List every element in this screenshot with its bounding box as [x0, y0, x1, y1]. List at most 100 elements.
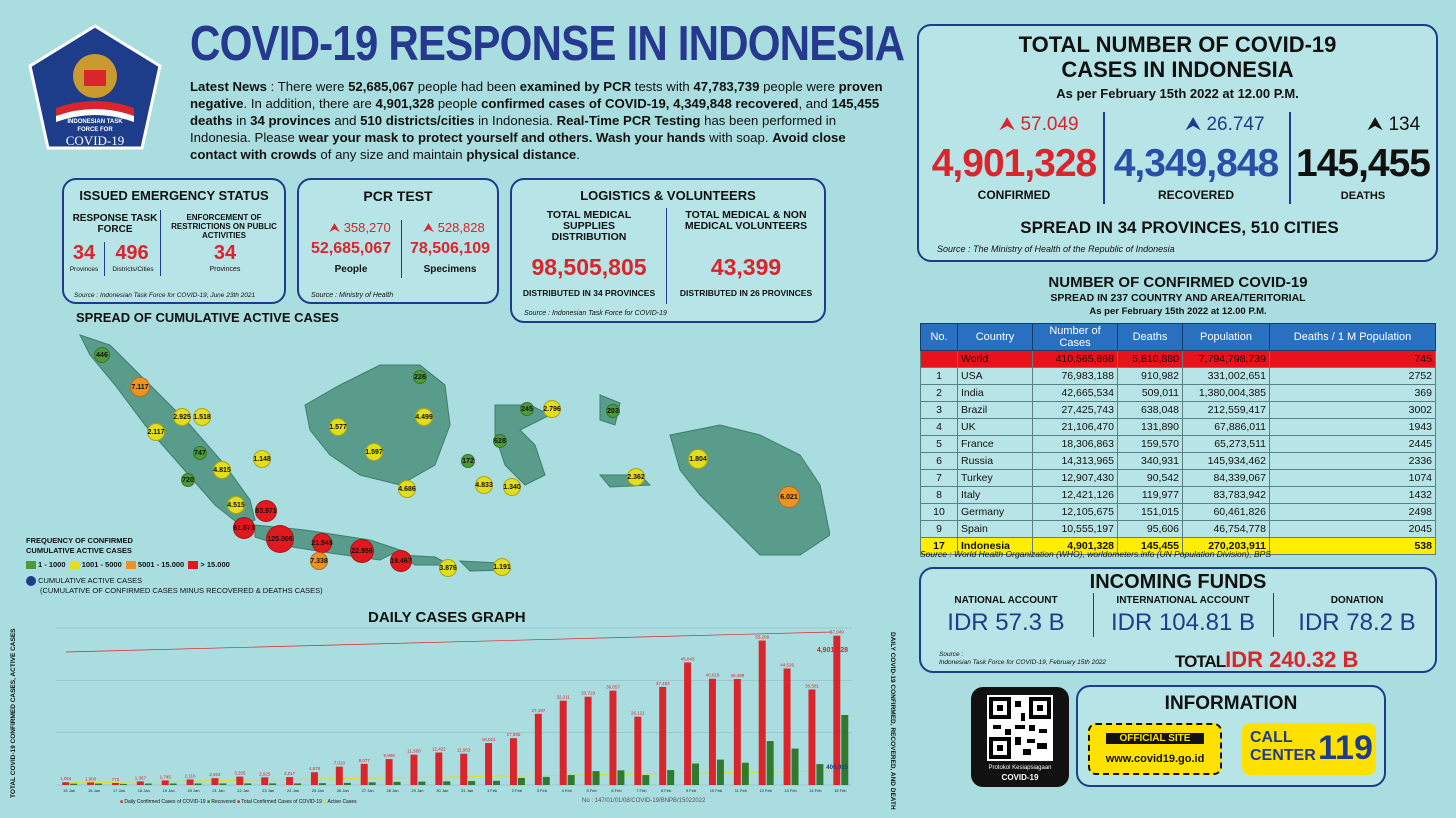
pcr-specimens-label: Specimens	[423, 264, 477, 275]
bar-data-label: 36,501	[805, 683, 819, 688]
table-cell: 6	[920, 452, 958, 470]
province-dot: 2.796	[543, 400, 561, 418]
bar-data-label: 37,492	[656, 681, 670, 686]
logistics-card: LOGISTICS & VOLUNTEERS TOTAL MEDICAL SUP…	[510, 178, 826, 323]
legend-dot-note: (CUMULATIVE OF CONFIRMED CASES MINUS REC…	[40, 586, 323, 596]
divider	[1103, 112, 1105, 204]
x-tick-label: 14 Feb	[809, 788, 822, 793]
logistics-title: LOGISTICS & VOLUNTEERS	[580, 188, 756, 203]
province-dot: 4.499	[415, 408, 433, 426]
x-tick-label: 16 Jan	[88, 788, 100, 793]
confirmed-bar	[62, 782, 70, 785]
province-dot: 61.673	[233, 517, 255, 539]
logo-line2: FORCE FOR	[77, 127, 113, 133]
table-cell: 331,002,651	[1182, 367, 1270, 385]
daily-cases-svg: 1,054 15 Jan 1,000 16 Jan 772 17 Jan 1,367 18 J…	[56, 627, 852, 793]
bar-data-label: 7,010	[334, 761, 346, 766]
table-cell: 7,794,798,739	[1182, 350, 1270, 368]
official-site-url[interactable]: www.covid19.go.id	[1105, 753, 1205, 765]
table-row: 9 Spain 10,555,197 95,606 46,754,778 2045	[920, 520, 1436, 538]
province-dot: 3.876	[439, 559, 457, 577]
bar-data-label: 26,121	[631, 711, 645, 716]
pcr-people-value: 52,685,067	[310, 240, 392, 257]
recovered-bar	[766, 741, 774, 785]
table-cell	[920, 350, 958, 368]
deaths-label: DEATHS	[1340, 190, 1386, 202]
legend-swatch	[125, 561, 136, 570]
table-row: 2 India 42,665,534 509,011 1,380,004,385 369	[920, 384, 1436, 402]
confirmed-bar	[833, 635, 841, 785]
recovered-bar	[318, 783, 326, 785]
table-cell: 84,339,067	[1182, 469, 1270, 487]
table-cell: 410,565,868	[1032, 350, 1118, 368]
header-no: No.	[920, 323, 958, 351]
confirmed-bar	[634, 716, 642, 785]
official-site-button[interactable]: OFFICIAL SITE www.covid19.go.id	[1088, 723, 1222, 775]
table-row: 5 France 18,306,863 159,570 65,273,511 2445	[920, 435, 1436, 453]
x-tick-label: 27 Jan	[362, 788, 374, 793]
table-cell: 9	[920, 520, 958, 538]
confirmed-bar	[87, 782, 95, 785]
bar-data-label: 2,925	[259, 771, 271, 776]
up-arrow-icon: ⮝	[423, 220, 435, 235]
news-text: in Indonesia.	[474, 113, 557, 128]
x-tick-label: 11 Feb	[735, 788, 748, 793]
table-cell: 119,977	[1117, 486, 1183, 504]
table-cell: 12,105,675	[1032, 503, 1118, 521]
active-cases-line	[65, 770, 833, 784]
latest-news: Latest News : There were 52,685,067 peop…	[190, 78, 890, 163]
confirmed-bar	[435, 752, 443, 785]
legend-item: 1001 - 5000	[81, 560, 122, 569]
recovered-bar	[617, 770, 625, 785]
province-dot: 6.021	[778, 486, 800, 508]
table-cell: 340,931	[1117, 452, 1183, 470]
bar-data-label: 33,729	[581, 691, 595, 696]
bar-data-label: 40,618	[706, 673, 720, 678]
total-title-2: CASES IN INDONESIA	[1061, 57, 1294, 82]
recovered-bar	[294, 783, 302, 785]
provinces-unit: Provinces	[69, 266, 99, 273]
divider	[1093, 593, 1094, 637]
legend-item: 1 - 1000	[38, 560, 66, 569]
news-text: and	[330, 113, 361, 128]
table-row: 3 Brazil 27,425,743 638,048 212,559,417 3002	[920, 401, 1436, 419]
divider	[1273, 593, 1274, 637]
recovered-bar	[418, 781, 426, 785]
confirmed-bar	[236, 776, 244, 785]
map-title: SPREAD OF CUMULATIVE ACTIVE CASES	[76, 310, 339, 325]
recovered-value: 4,349,848	[1113, 142, 1280, 185]
confirmed-bar	[534, 713, 542, 785]
news-text: 510 districts/cities	[360, 113, 475, 128]
table-cell: 7	[920, 469, 958, 487]
table-cell: 12,907,430	[1032, 469, 1118, 487]
table-cell: Turkey	[957, 469, 1033, 487]
donation-value: IDR 78.2 B	[1298, 609, 1416, 636]
news-text: .	[576, 147, 580, 162]
spread-text: SPREAD IN 34 PROVINCES, 510 CITIES	[1020, 218, 1339, 237]
table-row: 1 USA 76,983,188 910,982 331,002,651 2752	[920, 367, 1436, 385]
call-center-button[interactable]: CALL CENTER 119	[1242, 723, 1376, 775]
total-source: Source : The Ministry of Health of the R…	[937, 244, 1175, 254]
province-dot: 19.467	[390, 550, 412, 572]
page-title: COVID-19 RESPONSE IN INDONESIA	[190, 17, 905, 71]
enforcement-value: 34	[213, 242, 237, 264]
news-text: Real-Time PCR Testing	[556, 113, 701, 128]
recovered-bar	[169, 783, 177, 785]
bar-data-label: 3,017	[284, 771, 296, 776]
total-cases-label: 4,901,328	[817, 647, 848, 654]
legend-entry-icon: ■	[236, 799, 240, 805]
total-cases-card: TOTAL NUMBER OF COVID-19 CASES IN INDONE…	[917, 24, 1438, 262]
qr-card[interactable]: Protokol Kesiapsiagaan COVID-19	[971, 687, 1069, 787]
table-cell: 212,559,417	[1182, 401, 1270, 419]
deaths-value: 145,455	[1296, 142, 1431, 185]
call-center-label: CALL CENTER	[1250, 729, 1316, 765]
confirmed-bar	[286, 777, 294, 785]
logistics-source: Source : Indonesian Task Force for COVID…	[524, 310, 667, 317]
legend-swatch	[188, 561, 199, 570]
table-cell: 910,982	[1117, 367, 1183, 385]
confirmed-bar	[360, 763, 368, 785]
legend-title: FREQUENCY OF CONFIRMED	[26, 536, 133, 545]
funds-total-label: TOTAL	[1175, 652, 1226, 671]
delta-recovered-value: 26.747	[1206, 114, 1265, 135]
call-center-number[interactable]: 119	[1318, 729, 1373, 767]
